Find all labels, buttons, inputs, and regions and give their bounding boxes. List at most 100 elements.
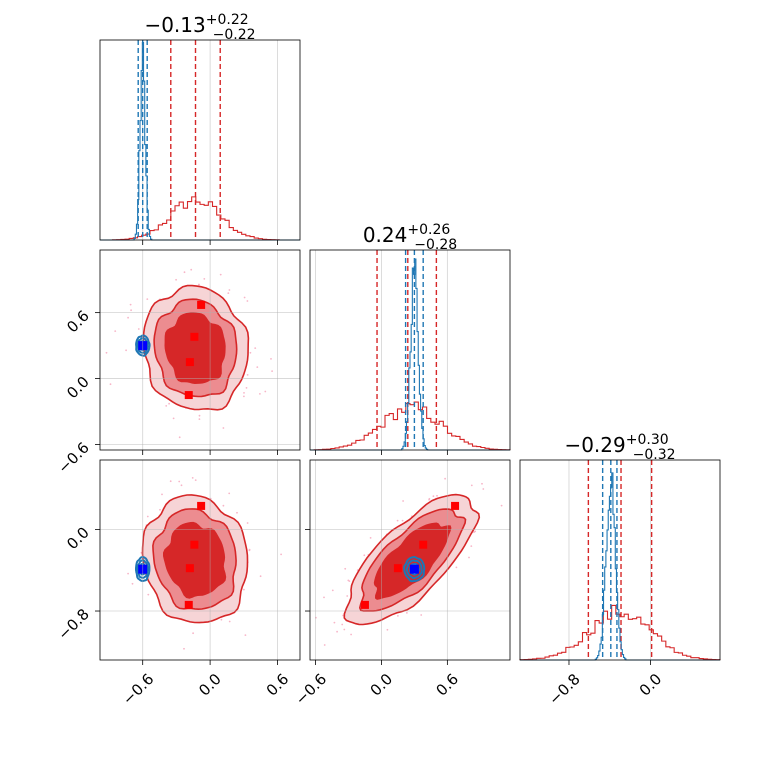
sample-point — [219, 273, 222, 276]
blue-contour-middle — [136, 337, 149, 354]
x-tick-label: −0.6 — [292, 670, 330, 708]
sample-point — [220, 618, 223, 621]
panel-hist-2-frame — [309, 249, 511, 451]
sample-point — [244, 634, 247, 636]
sample-point — [198, 414, 201, 417]
sample-point — [248, 548, 251, 551]
sample-point — [420, 614, 423, 616]
sample-point — [432, 495, 435, 498]
sample-point — [191, 477, 194, 479]
red-marker — [184, 391, 193, 400]
sample-point — [222, 504, 225, 507]
sample-point — [127, 316, 129, 319]
sample-point — [333, 621, 336, 624]
red-marker — [197, 300, 206, 309]
sample-point — [228, 289, 231, 291]
red-histogram — [100, 196, 300, 241]
sample-point — [222, 427, 225, 429]
title-value: −0.13 — [144, 13, 205, 37]
sample-point — [127, 572, 129, 575]
panel-hist-1-frame — [99, 39, 301, 241]
sample-point — [246, 374, 249, 376]
sample-point — [271, 370, 273, 372]
sample-point — [470, 545, 473, 547]
parameter-title: 0.24+0.26 −0.28 — [363, 222, 457, 253]
sample-point — [190, 268, 193, 271]
sample-point — [246, 300, 249, 302]
sample-point — [346, 595, 349, 597]
sample-point — [243, 296, 246, 299]
sample-point — [194, 479, 197, 481]
sample-point — [428, 498, 430, 501]
sample-point — [114, 330, 117, 332]
sample-point — [386, 628, 389, 631]
y-tick-label: 0.6 — [63, 307, 93, 337]
sample-point — [198, 283, 200, 286]
sample-point — [521, 480, 523, 482]
sample-point — [178, 480, 181, 483]
red-marker — [185, 564, 194, 573]
sample-point — [344, 567, 347, 570]
sample-point — [323, 644, 326, 646]
sample-point — [180, 484, 183, 487]
x-tick-label: −0.8 — [545, 670, 583, 708]
red-histogram — [310, 401, 511, 451]
blue-histogram — [520, 472, 720, 661]
sample-point — [130, 309, 133, 312]
blue-contour-middle — [405, 559, 423, 580]
sample-point — [270, 358, 272, 360]
title-value: −0.29 — [564, 433, 625, 457]
sample-point — [500, 504, 503, 507]
sample-point — [147, 593, 150, 596]
sample-point — [198, 418, 201, 420]
panel-1-vs-2-content — [105, 268, 273, 439]
sample-point — [146, 515, 149, 518]
red-marker — [360, 600, 369, 609]
sample-point — [178, 436, 181, 439]
sample-point — [455, 566, 458, 569]
sample-point — [159, 508, 161, 511]
parameter-title: −0.29+0.30 −0.32 — [564, 432, 675, 463]
red-marker — [184, 600, 193, 609]
panel-1-vs-3-frame — [99, 459, 301, 661]
sample-point — [228, 492, 231, 495]
sample-point — [436, 494, 438, 497]
sample-point — [323, 596, 325, 599]
sample-point — [406, 612, 408, 614]
blue-marker — [409, 564, 419, 574]
sample-point — [259, 575, 262, 578]
red-marker — [419, 540, 428, 549]
y-tick-label: −0.6 — [54, 439, 92, 477]
sample-point — [137, 328, 140, 330]
sample-point — [243, 392, 245, 394]
sample-point — [125, 349, 127, 352]
sample-point — [331, 589, 334, 592]
red-marker — [451, 501, 460, 510]
sample-point — [363, 554, 366, 557]
sample-point — [482, 488, 485, 490]
title-minus: −0.32 — [633, 447, 676, 463]
sample-point — [481, 482, 483, 485]
sample-point — [264, 390, 267, 393]
title-plus: +0.26 — [407, 222, 450, 238]
title-value: 0.24 — [363, 223, 408, 247]
sample-point — [246, 522, 249, 524]
sample-point — [131, 582, 134, 585]
y-tick-label: −0.8 — [54, 605, 92, 643]
sample-point — [236, 511, 238, 514]
sample-point — [168, 402, 171, 405]
panel-1-vs-2-frame — [99, 249, 301, 451]
sample-point — [172, 417, 175, 420]
sample-point — [468, 556, 470, 559]
panel-2-vs-3-frame — [309, 459, 511, 661]
sample-point — [473, 531, 475, 534]
sample-point — [402, 500, 404, 502]
sample-point — [280, 553, 282, 556]
title-plus: +0.22 — [206, 12, 249, 28]
sample-point — [401, 519, 404, 522]
sample-point — [249, 351, 252, 354]
sample-point — [161, 493, 163, 496]
x-tick-label: 0.0 — [367, 670, 397, 700]
blue-contour-middle — [136, 559, 149, 579]
